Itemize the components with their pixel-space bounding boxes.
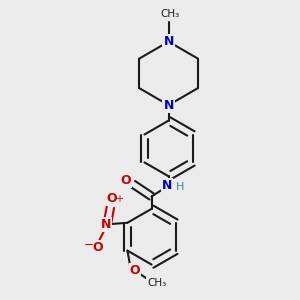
- Text: −: −: [84, 238, 94, 251]
- Text: N: N: [164, 99, 174, 112]
- Text: +: +: [115, 194, 123, 204]
- Text: N: N: [100, 218, 111, 231]
- Text: CH₃: CH₃: [147, 278, 167, 288]
- Text: N: N: [164, 35, 174, 48]
- Text: H: H: [176, 182, 184, 192]
- Text: O: O: [93, 241, 103, 254]
- Text: CH₃: CH₃: [160, 9, 180, 19]
- Text: N: N: [162, 179, 172, 192]
- Text: O: O: [106, 192, 117, 205]
- Text: O: O: [120, 175, 130, 188]
- Text: O: O: [130, 264, 140, 277]
